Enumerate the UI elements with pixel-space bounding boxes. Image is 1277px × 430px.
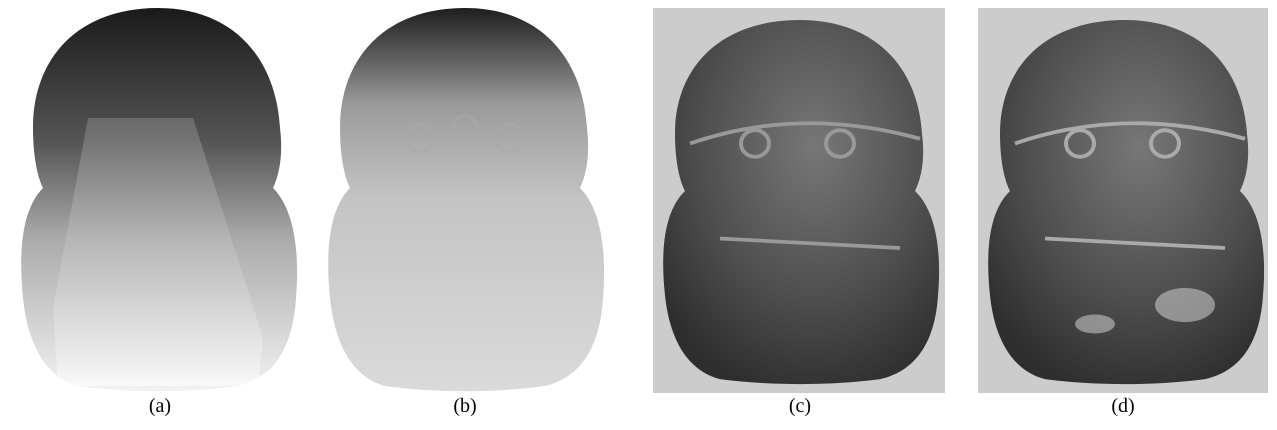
render-image xyxy=(663,20,939,384)
figure: (a) (b) (c) (d) xyxy=(0,0,1277,430)
caption: (a) xyxy=(149,395,171,417)
panel-b xyxy=(328,8,604,391)
panel-a xyxy=(21,8,297,391)
depth-image xyxy=(328,8,604,391)
panel-d xyxy=(978,8,1268,393)
panel-c xyxy=(653,8,945,393)
render-image xyxy=(988,20,1264,384)
caption: (d) xyxy=(1111,395,1134,417)
caption: (c) xyxy=(789,395,811,417)
caption: (b) xyxy=(453,395,476,417)
